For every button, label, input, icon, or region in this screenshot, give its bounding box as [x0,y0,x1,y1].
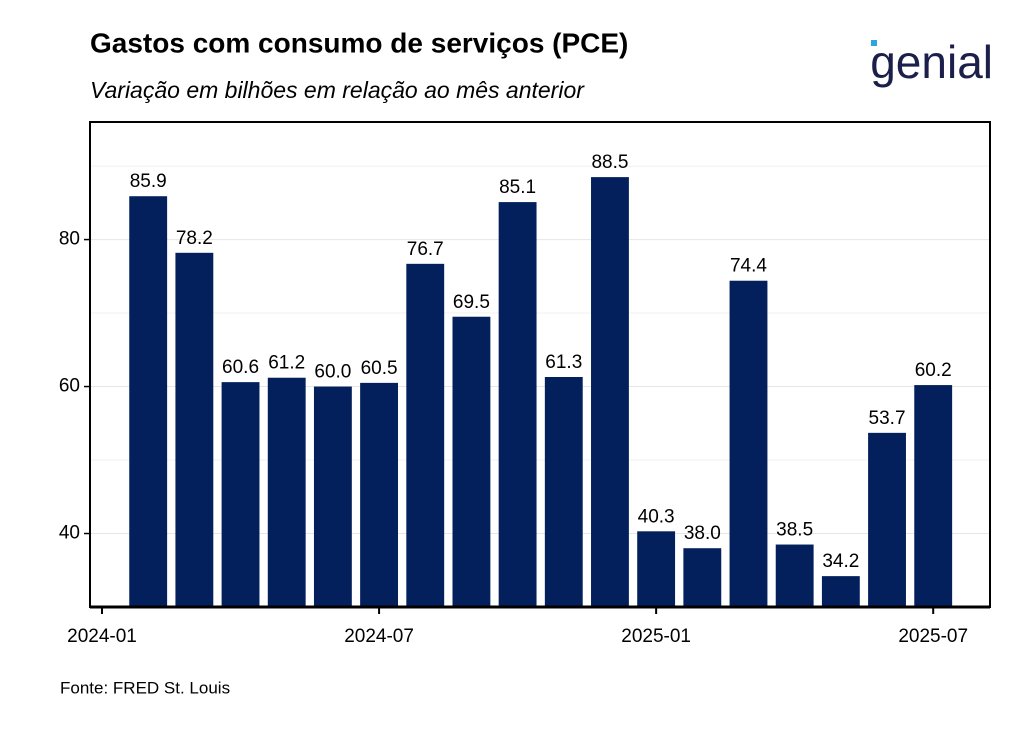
data-label: 61.2 [268,353,305,374]
logo-accent [871,40,877,46]
data-label: 78.2 [176,228,213,249]
bar [406,263,445,607]
bar [498,202,537,607]
x-tick-label: 2025-07 [898,626,968,647]
y-tick-label: 60 [59,376,80,397]
logo: genial [870,36,993,88]
data-label: 61.3 [545,352,582,373]
bar [313,386,352,607]
data-label: 60.5 [361,358,398,379]
bar [544,376,583,607]
chart-title: Gastos com consumo de serviços (PCE) [90,27,628,58]
data-label: 85.1 [499,177,536,198]
data-label: 40.3 [638,506,675,527]
data-label: 60.6 [222,357,259,378]
data-label: 85.9 [130,171,167,192]
data-label: 53.7 [869,408,906,429]
bar [914,385,953,607]
data-label: 60.2 [915,360,952,381]
data-label: 88.5 [591,152,628,173]
y-tick-label: 40 [59,523,80,544]
bar [591,177,629,607]
data-label: 76.7 [407,239,444,260]
bar [360,382,399,607]
data-label: 38.5 [776,520,813,541]
bar [821,576,860,607]
data-label: 38.0 [684,523,721,544]
bar [175,252,214,607]
bar [452,316,491,607]
source: Fonte: FRED St. Louis [60,678,230,697]
bar [129,196,168,607]
bar [683,548,722,607]
y-tick-label: 80 [59,229,80,250]
bar [637,531,676,607]
bar [868,432,906,607]
bar [729,280,768,607]
data-label: 60.0 [314,362,351,383]
bar [221,382,260,607]
x-tick-label: 2024-01 [67,626,137,647]
chart-subtitle: Variação em bilhões em relação ao mês an… [90,77,585,103]
bar [775,544,814,607]
data-label: 74.4 [730,256,767,277]
bar [267,377,306,607]
x-tick-label: 2024-07 [344,626,414,647]
data-label: 34.2 [822,551,859,572]
x-tick-label: 2025-01 [621,626,691,647]
data-label: 69.5 [453,292,490,313]
